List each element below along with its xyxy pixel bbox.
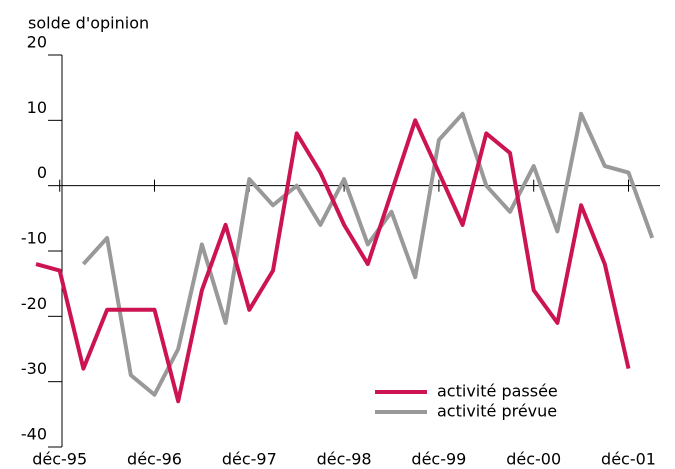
legend-label: activité passée: [437, 382, 558, 401]
y-tick-label: 20: [27, 33, 47, 52]
y-tick-label: -30: [21, 359, 47, 378]
legend-label: activité prévue: [437, 402, 557, 421]
y-tick-label: -20: [21, 294, 47, 313]
y-tick-label: -40: [21, 425, 47, 444]
x-tick-label: déc-99: [411, 450, 466, 469]
y-tick-label: 0: [37, 163, 47, 182]
x-tick-label: déc-97: [222, 450, 277, 469]
y-tick-label: -10: [21, 229, 47, 248]
y-axis-title: solde d'opinion: [28, 14, 149, 33]
x-tick-label: déc-98: [317, 450, 372, 469]
x-tick-label: déc-95: [32, 450, 87, 469]
line-series: [81, 111, 655, 397]
x-tick-label: déc-00: [506, 450, 561, 469]
x-tick-label: déc-96: [127, 450, 182, 469]
line-series: [35, 118, 631, 404]
y-tick-label: 10: [27, 98, 47, 117]
x-tick-label: déc-01: [601, 450, 656, 469]
